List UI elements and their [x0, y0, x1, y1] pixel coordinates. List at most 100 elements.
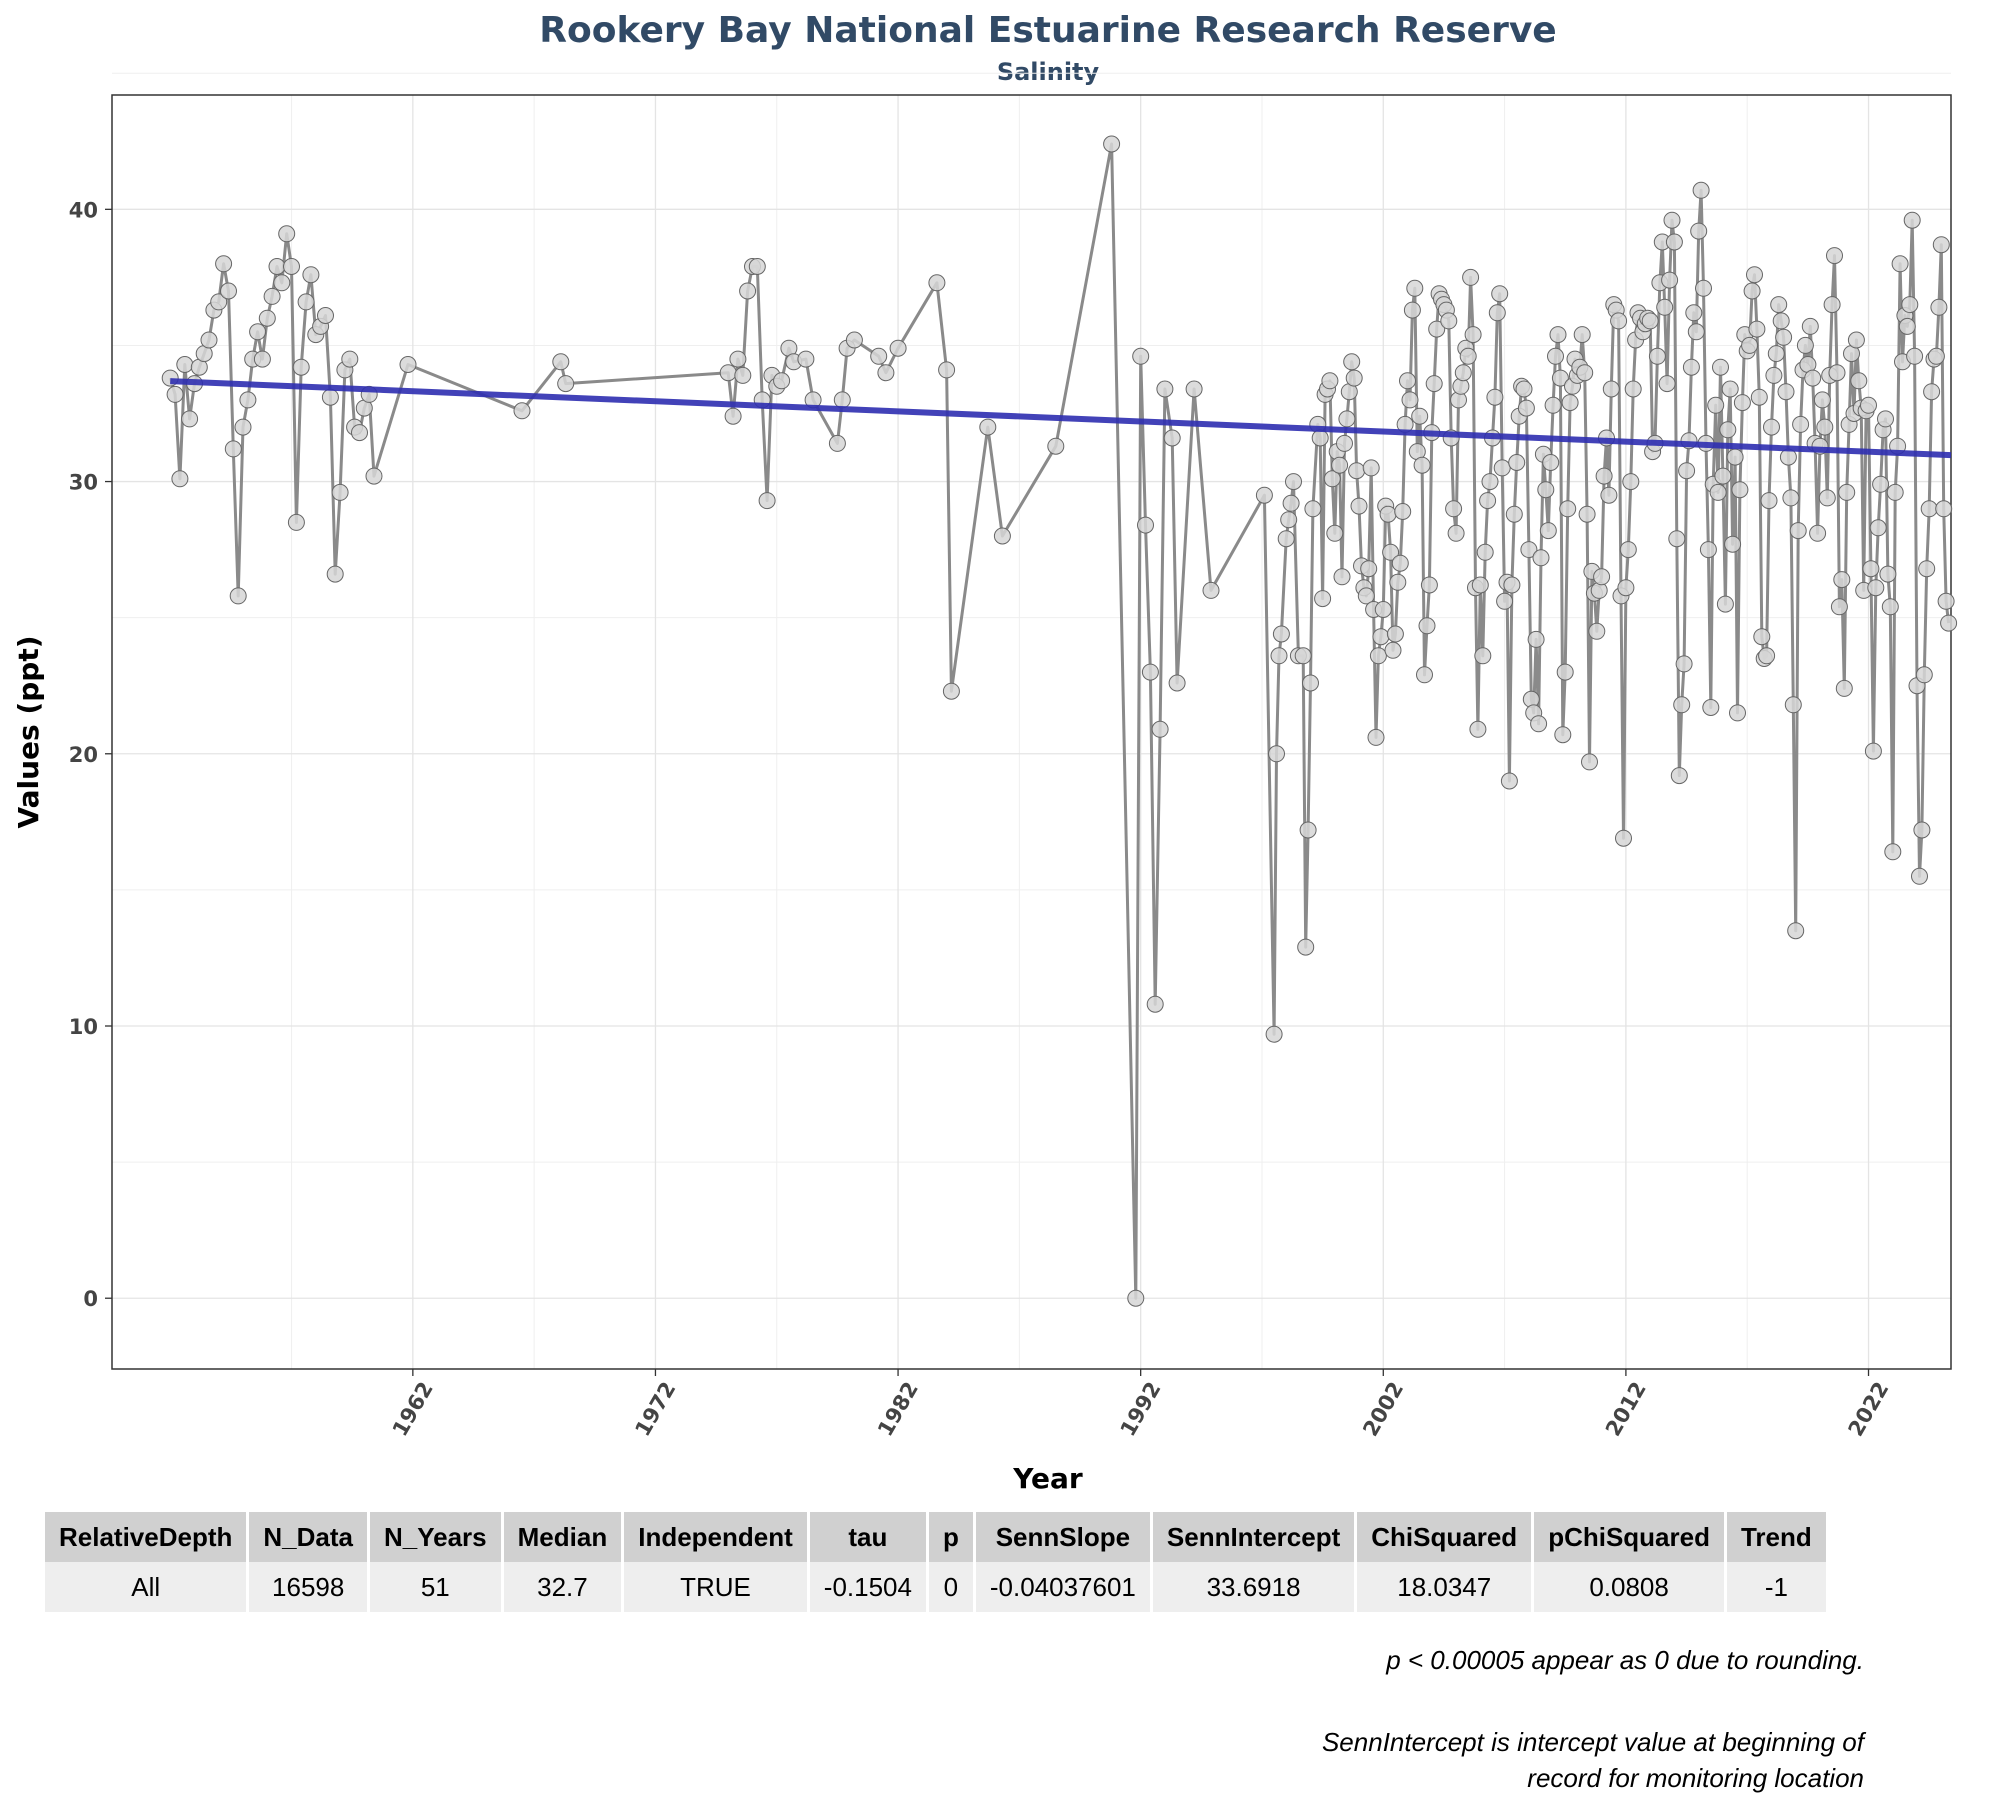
data-point — [1464, 326, 1482, 344]
data-point — [1860, 396, 1877, 414]
y-tick-label: 0 — [83, 1287, 98, 1311]
data-point — [1413, 456, 1431, 474]
data-point — [1411, 407, 1429, 425]
table-cell: 18.0347 — [1357, 1562, 1532, 1612]
data-point — [1479, 492, 1497, 510]
plot-panel-border — [111, 94, 1952, 1370]
data-point — [1724, 535, 1742, 553]
data-point — [1823, 296, 1841, 314]
data-point — [1265, 1025, 1283, 1043]
x-tick-label: 1982 — [873, 1378, 923, 1441]
data-point — [1690, 222, 1708, 240]
data-point — [1311, 429, 1329, 447]
data-point — [1750, 388, 1768, 406]
data-point — [1163, 429, 1181, 447]
data-point — [1294, 647, 1312, 665]
data-point — [1416, 666, 1433, 684]
data-point — [1867, 579, 1885, 597]
series — [161, 135, 1958, 1307]
data-point — [1729, 704, 1746, 722]
x-tick-label: 1992 — [1116, 1378, 1166, 1441]
table-cell: 0 — [928, 1562, 973, 1612]
data-point — [1901, 296, 1919, 314]
data-point — [1741, 336, 1759, 354]
data-point — [833, 391, 851, 409]
data-point — [1576, 364, 1594, 382]
data-point — [1141, 663, 1159, 681]
data-point — [292, 358, 310, 376]
data-point — [1658, 375, 1676, 393]
table-cell: 33.6918 — [1152, 1562, 1355, 1612]
data-point — [729, 350, 747, 368]
data-point — [1137, 516, 1154, 534]
data-point — [1297, 938, 1315, 956]
data-point — [1542, 454, 1560, 471]
data-point — [321, 388, 339, 406]
data-point — [1699, 541, 1717, 559]
data-point — [1760, 492, 1778, 510]
data-point — [1695, 279, 1712, 297]
data-point — [1321, 372, 1339, 390]
data-point — [1333, 568, 1351, 586]
data-point — [1367, 728, 1385, 746]
data-point — [1517, 399, 1535, 417]
data-point — [1374, 601, 1392, 618]
data-point — [1784, 696, 1802, 714]
data-point — [1459, 347, 1477, 365]
trend-series — [170, 378, 1952, 459]
table-row: All 16598 51 32.7 TRUE -0.1504 0 -0.04037601 33.… — [45, 1562, 1826, 1612]
data-point — [1503, 576, 1521, 594]
data-point — [283, 258, 300, 275]
data-point — [1879, 565, 1897, 583]
data-point — [1314, 590, 1332, 608]
data-point — [1847, 331, 1865, 349]
data-point — [220, 282, 237, 300]
data-point — [1469, 720, 1487, 738]
data-point — [1801, 317, 1819, 335]
data-point — [234, 418, 252, 436]
data-point — [1280, 511, 1298, 529]
data-point — [797, 350, 815, 368]
data-point — [1906, 347, 1924, 365]
data-point — [1915, 666, 1933, 684]
data-point — [1350, 497, 1368, 515]
data-point — [1818, 489, 1836, 507]
data-point — [1488, 304, 1506, 322]
data-point — [1270, 647, 1288, 665]
data-point — [1401, 391, 1419, 409]
data-point — [1753, 628, 1771, 646]
data-point — [1721, 380, 1739, 398]
data-point — [229, 587, 247, 605]
data-point — [1578, 505, 1596, 523]
data-point — [1304, 500, 1322, 518]
data-point — [1685, 304, 1703, 322]
data-point — [1770, 296, 1788, 314]
data-point — [1884, 843, 1902, 861]
data-point — [1185, 380, 1203, 398]
data-point — [845, 331, 863, 349]
data-point — [552, 353, 570, 371]
data-point — [1338, 410, 1356, 428]
data-point — [1792, 415, 1810, 433]
data-point — [1816, 418, 1834, 436]
data-point — [1168, 674, 1186, 692]
intercept-note-line-2: record for monitoring location — [1527, 1763, 1864, 1793]
data-point — [1670, 767, 1688, 785]
data-point — [365, 467, 383, 485]
x-axis-title: Year — [1012, 1462, 1083, 1495]
data-point — [1399, 372, 1416, 390]
data-point — [739, 282, 757, 300]
data-point — [326, 565, 344, 583]
data-point — [1268, 745, 1285, 763]
data-point — [1772, 312, 1790, 330]
data-point — [1828, 364, 1846, 382]
data-point — [268, 258, 286, 275]
data-point — [1500, 772, 1518, 790]
data-point — [1714, 467, 1732, 485]
data-point — [1930, 298, 1948, 316]
data-point — [176, 356, 194, 373]
table-header-cell: SennIntercept — [1152, 1512, 1355, 1562]
table-cell: 32.7 — [503, 1562, 622, 1612]
data-point — [1804, 369, 1822, 387]
data-point — [1716, 595, 1734, 613]
